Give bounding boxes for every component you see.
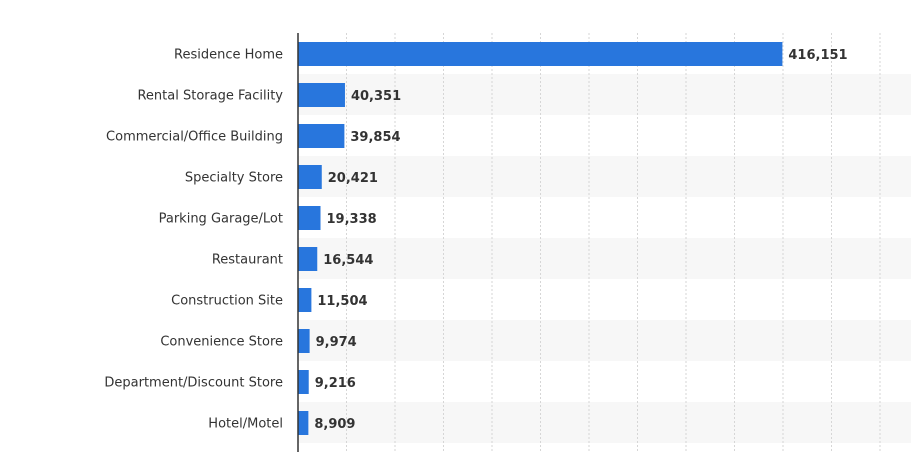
category-label: Commercial/Office Building xyxy=(106,130,283,145)
bar xyxy=(298,42,783,66)
row-stripe xyxy=(298,238,911,279)
category-label: Restaurant xyxy=(212,253,283,268)
bar xyxy=(298,124,345,148)
data-label: 8,909 xyxy=(314,417,355,432)
row-stripe xyxy=(298,402,911,443)
data-label: 9,974 xyxy=(316,335,357,350)
row-stripe xyxy=(298,74,911,115)
data-label: 39,854 xyxy=(350,130,400,145)
row-stripe xyxy=(298,320,911,361)
bar xyxy=(298,83,345,107)
data-label: 11,504 xyxy=(317,294,367,309)
bar xyxy=(298,247,318,271)
category-label: Convenience Store xyxy=(160,335,283,350)
category-label: Residence Home xyxy=(174,48,283,63)
data-label: 19,338 xyxy=(327,212,377,227)
category-label: Specialty Store xyxy=(185,171,283,186)
bar xyxy=(298,370,309,394)
category-label: Department/Discount Store xyxy=(104,376,283,391)
category-label: Parking Garage/Lot xyxy=(159,212,283,227)
bar xyxy=(298,165,322,189)
category-label: Construction Site xyxy=(171,294,283,309)
bar xyxy=(298,411,309,435)
category-label: Rental Storage Facility xyxy=(137,89,283,104)
bar xyxy=(298,206,321,230)
bar xyxy=(298,288,312,312)
data-label: 416,151 xyxy=(788,48,847,63)
category-label: Hotel/Motel xyxy=(208,417,283,432)
bar xyxy=(298,329,310,353)
data-label: 16,544 xyxy=(323,253,373,268)
data-label: 20,421 xyxy=(328,171,378,186)
data-label: 9,216 xyxy=(315,376,356,391)
row-stripe xyxy=(298,156,911,197)
data-label: 40,351 xyxy=(351,89,401,104)
